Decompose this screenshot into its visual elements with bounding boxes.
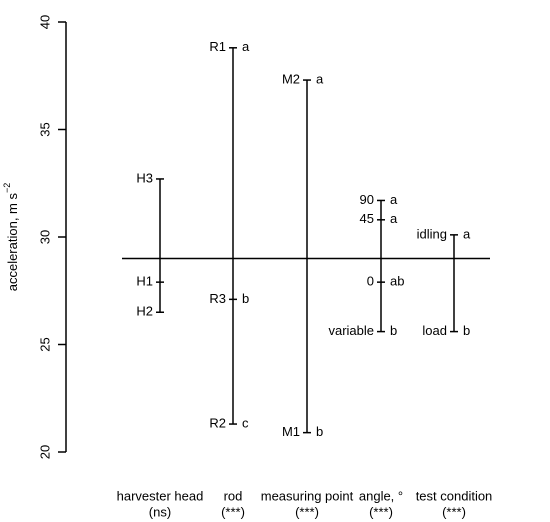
factor-name: rod	[224, 488, 243, 503]
y-tick-label: 30	[37, 230, 52, 244]
factor-name: test condition	[416, 488, 493, 503]
factor-name: measuring point	[261, 488, 354, 503]
factor-significance: (ns)	[149, 504, 171, 519]
level-label: 90	[360, 192, 374, 207]
level-label: 45	[360, 211, 374, 226]
significance-letter: a	[242, 39, 250, 54]
significance-letter: b	[463, 323, 470, 338]
y-tick-label: 40	[37, 15, 52, 29]
y-axis-label-text: acceleration, m s	[5, 193, 20, 292]
level-label: idling	[417, 226, 447, 241]
level-label: M2	[282, 71, 300, 86]
significance-letter: b	[390, 323, 397, 338]
factor-significance: (***)	[295, 504, 319, 519]
significance-letter: a	[316, 71, 324, 86]
level-label: R1	[209, 39, 226, 54]
level-label: H2	[136, 304, 153, 319]
y-tick-label: 25	[37, 337, 52, 351]
significance-letter: a	[390, 211, 398, 226]
level-label: variable	[328, 323, 374, 338]
significance-letter: a	[463, 226, 471, 241]
level-label: load	[422, 323, 447, 338]
factor-name: angle, °	[359, 488, 403, 503]
significance-letter: b	[316, 424, 323, 439]
factor-significance: (***)	[442, 504, 466, 519]
y-axis-label-superscript: −2	[2, 183, 12, 193]
y-axis-label: acceleration, m s−2	[2, 183, 20, 292]
level-label: R2	[209, 415, 226, 430]
level-label: 0	[367, 274, 374, 289]
significance-letter: b	[242, 291, 249, 306]
significance-letter: c	[242, 415, 249, 430]
factor-name: harvester head	[117, 488, 204, 503]
level-label: H3	[136, 170, 153, 185]
y-tick-label: 20	[37, 445, 52, 459]
y-tick-label: 35	[37, 122, 52, 136]
factor-significance: (***)	[369, 504, 393, 519]
level-label: H1	[136, 274, 153, 289]
factor-significance: (***)	[221, 504, 245, 519]
level-label: M1	[282, 424, 300, 439]
significance-letter: ab	[390, 274, 404, 289]
level-label: R3	[209, 291, 226, 306]
significance-letter: a	[390, 192, 398, 207]
